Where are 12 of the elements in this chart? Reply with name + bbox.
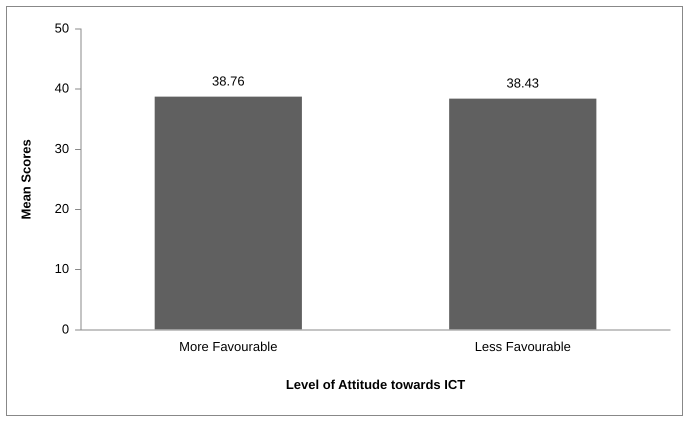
y-tick-label: 30: [54, 140, 70, 156]
y-tick-label: 40: [54, 80, 70, 96]
y-tick-label: 50: [54, 20, 70, 36]
y-tick-label: 0: [62, 321, 70, 336]
x-axis-title: Level of Attitude towards ICT: [286, 376, 466, 392]
data-label: 38.76: [212, 74, 245, 89]
y-axis-title: Mean Scores: [18, 139, 34, 220]
x-tick-label: More Favourable: [179, 339, 278, 354]
data-label: 38.43: [506, 76, 540, 91]
x-tick-label: Less Favourable: [474, 339, 571, 354]
y-tick-label: 20: [54, 201, 70, 216]
y-tick-label: 10: [54, 261, 70, 276]
